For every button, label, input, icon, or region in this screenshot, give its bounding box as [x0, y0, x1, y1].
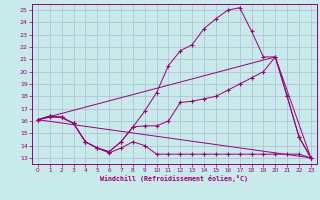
X-axis label: Windchill (Refroidissement éolien,°C): Windchill (Refroidissement éolien,°C)	[100, 175, 248, 182]
